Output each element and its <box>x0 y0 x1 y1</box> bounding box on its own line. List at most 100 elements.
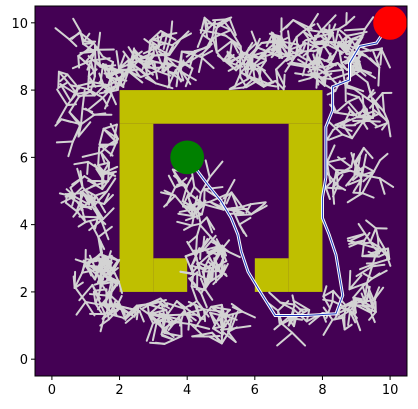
tree-edge <box>100 161 111 176</box>
tree-edge <box>281 316 296 325</box>
tree-edge <box>136 59 147 67</box>
tree-edge <box>250 202 266 216</box>
tree-edge <box>376 235 386 250</box>
tree-edge <box>358 262 377 271</box>
tree-edge <box>145 67 154 76</box>
tree-edge <box>108 278 113 292</box>
tree-edge <box>317 56 329 63</box>
tree-edge <box>354 162 363 181</box>
tree-edge <box>68 38 78 48</box>
tree-edge <box>199 29 217 34</box>
tree-edge <box>231 306 244 313</box>
tree-edge <box>226 207 249 211</box>
tree-edge <box>103 92 113 110</box>
tree-edge <box>372 286 385 302</box>
tree-edge <box>320 41 334 60</box>
tree-edge <box>138 310 145 323</box>
tree-edge <box>352 178 363 193</box>
tree-edge <box>368 240 380 255</box>
tree-edge <box>334 118 351 126</box>
tree-edge <box>200 254 210 264</box>
tree-edge <box>305 59 320 69</box>
tree-edge <box>71 175 86 186</box>
tree-edge <box>264 50 267 62</box>
tree-edge <box>347 178 363 186</box>
tree-edge <box>222 16 233 22</box>
tree-edge <box>220 264 226 277</box>
tree-edge <box>89 220 100 239</box>
tree-edge <box>332 289 347 307</box>
tree-edge <box>161 314 165 330</box>
tree-edge <box>369 92 384 109</box>
tree-edge <box>228 86 248 91</box>
tree-edge <box>354 49 374 54</box>
tree-edge <box>92 200 99 219</box>
tree-edge <box>301 58 309 77</box>
tree-edge <box>68 95 80 114</box>
tree-edge <box>379 48 383 66</box>
tree-edge <box>203 186 224 191</box>
tree-edge <box>361 170 376 176</box>
x-tick-label: 8 <box>318 383 326 398</box>
tree-edge <box>257 59 267 73</box>
tree-edge <box>362 146 374 160</box>
tree-edge <box>97 161 111 167</box>
tree-edge <box>193 45 211 53</box>
tree-edge <box>230 191 239 208</box>
tree-edge <box>97 146 101 167</box>
tree-edge <box>159 297 169 307</box>
tree-edge <box>179 70 197 82</box>
tree-edge <box>214 245 222 261</box>
tree-edge <box>295 35 299 53</box>
tree-edge <box>136 56 148 62</box>
tree-edge <box>64 193 69 204</box>
tree-edge <box>346 92 360 99</box>
tree-edge <box>84 217 100 224</box>
tree-edge <box>306 28 321 33</box>
tree-edge <box>158 50 169 59</box>
tree-edge <box>331 316 346 321</box>
tree-edge <box>343 323 353 331</box>
tree-edge <box>233 71 242 89</box>
tree-edge <box>348 269 352 291</box>
tree-edge <box>215 39 234 54</box>
x-tick-label: 6 <box>251 383 259 398</box>
tree-edge <box>370 175 381 180</box>
tree-edge <box>73 281 84 289</box>
tree-edge <box>322 289 335 298</box>
tree-edge <box>387 120 392 138</box>
tree-edge <box>288 42 307 51</box>
tree-edge <box>311 74 326 87</box>
tree-edge <box>64 201 78 213</box>
tree-edge <box>179 32 192 40</box>
tree-edge <box>127 68 142 73</box>
tree-edge <box>206 35 217 48</box>
tree-edge <box>334 34 349 48</box>
tree-edge <box>81 268 98 274</box>
tree-edge <box>119 70 124 85</box>
tree-edge <box>79 183 97 194</box>
y-tick-label: 8 <box>20 84 28 99</box>
tree-edge <box>197 51 205 73</box>
tree-edge <box>352 119 370 123</box>
tree-edge <box>166 56 177 68</box>
start-marker <box>170 140 205 175</box>
tree-edge <box>363 165 376 173</box>
tree-edge <box>214 29 232 38</box>
tree-edge <box>84 300 96 317</box>
tree-edge <box>242 46 250 64</box>
tree-edge <box>279 19 295 33</box>
tree-edge <box>69 84 80 98</box>
tree-edge <box>57 70 69 76</box>
tree-edge <box>149 59 156 69</box>
tree-edge <box>377 66 381 87</box>
tree-edge <box>332 119 350 131</box>
tree-edge <box>239 60 252 74</box>
x-tick-label: 10 <box>382 383 399 398</box>
tree-edge <box>100 143 110 154</box>
tree-edge <box>325 128 335 142</box>
tree-edge <box>177 212 195 218</box>
tree-edge <box>74 258 87 264</box>
tree-edge <box>360 304 377 313</box>
tree-edge <box>199 16 206 34</box>
